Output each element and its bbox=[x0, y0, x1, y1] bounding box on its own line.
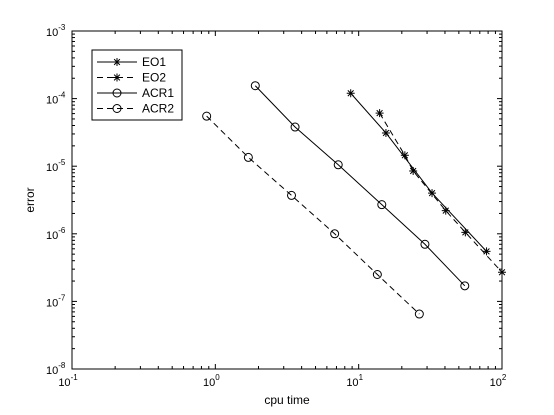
legend-label-eo2: EO2 bbox=[142, 71, 166, 85]
data-layer bbox=[202, 81, 506, 319]
y-tick-label: 10-8 bbox=[46, 361, 66, 377]
legend-marker-acr2 bbox=[112, 104, 122, 113]
series-line-acr2 bbox=[206, 115, 420, 315]
data-point-acr2 bbox=[202, 111, 212, 121]
y-axis-label: error bbox=[23, 187, 37, 212]
legend-label-acr2: ACR2 bbox=[142, 102, 174, 116]
legend-label-acr1: ACR1 bbox=[142, 86, 174, 100]
data-point-eo2 bbox=[441, 206, 450, 215]
series-line-eo1 bbox=[350, 92, 487, 252]
y-tick-label: 10-7 bbox=[46, 293, 66, 309]
data-point-eo1 bbox=[381, 128, 390, 137]
x-tick-label: 10-1 bbox=[58, 373, 78, 389]
x-tick-label: 100 bbox=[203, 373, 220, 389]
legend-marker-eo1 bbox=[113, 58, 121, 66]
y-tick-label: 10-4 bbox=[46, 91, 66, 107]
data-point-eo2 bbox=[400, 151, 409, 160]
data-point-acr1 bbox=[250, 81, 260, 91]
data-point-acr1 bbox=[333, 160, 343, 170]
x-axis-label: cpu time bbox=[264, 393, 310, 407]
data-point-acr1 bbox=[420, 239, 430, 249]
legend-marker-acr1 bbox=[112, 88, 122, 98]
data-point-acr2 bbox=[330, 229, 340, 239]
x-tick-label: 101 bbox=[346, 373, 363, 389]
data-point-acr2 bbox=[243, 152, 253, 162]
data-point-acr2 bbox=[414, 309, 424, 319]
plot-frame bbox=[71, 30, 503, 370]
x-tick-label: 102 bbox=[490, 373, 507, 389]
series-line-acr1 bbox=[254, 85, 466, 287]
legend-marker-eo2 bbox=[113, 73, 121, 82]
data-point-eo2 bbox=[409, 166, 418, 175]
data-point-eo1 bbox=[482, 247, 491, 256]
data-point-eo2 bbox=[375, 109, 384, 118]
data-point-eo1 bbox=[346, 89, 355, 98]
y-tick-label: 10-6 bbox=[46, 226, 66, 242]
data-point-acr1 bbox=[290, 122, 300, 132]
data-point-eo1 bbox=[428, 189, 437, 198]
data-point-acr1 bbox=[377, 200, 387, 210]
series-line-eo2 bbox=[379, 112, 503, 273]
data-point-acr1 bbox=[460, 281, 470, 291]
y-tick-label: 10-3 bbox=[46, 23, 66, 39]
legend-label-eo1: EO1 bbox=[142, 55, 166, 69]
data-point-acr2 bbox=[372, 269, 382, 279]
y-tick-label: 10-5 bbox=[46, 158, 66, 174]
data-point-acr2 bbox=[287, 190, 297, 200]
data-point-eo2 bbox=[461, 228, 470, 237]
